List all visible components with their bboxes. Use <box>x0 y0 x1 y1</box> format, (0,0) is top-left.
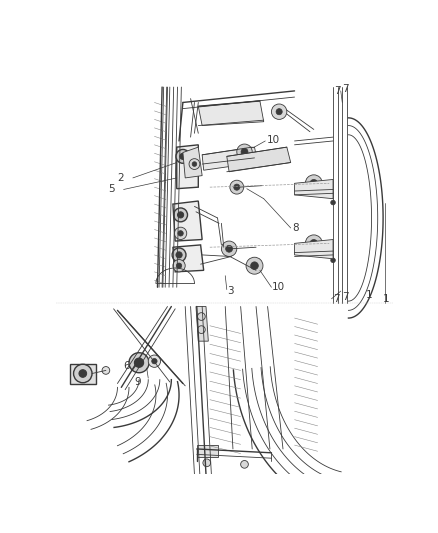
Circle shape <box>180 154 186 159</box>
Circle shape <box>176 149 190 163</box>
Text: 2: 2 <box>117 173 124 183</box>
Circle shape <box>192 161 197 166</box>
Circle shape <box>79 370 87 377</box>
Circle shape <box>241 148 248 155</box>
Text: 10: 10 <box>267 135 280 145</box>
Text: 7: 7 <box>342 84 349 94</box>
Circle shape <box>172 248 186 262</box>
Circle shape <box>152 359 157 364</box>
Polygon shape <box>183 147 202 178</box>
Polygon shape <box>294 180 333 199</box>
Circle shape <box>251 262 258 270</box>
Circle shape <box>174 227 187 239</box>
Circle shape <box>198 313 205 320</box>
Circle shape <box>203 459 211 467</box>
Circle shape <box>177 263 182 269</box>
Polygon shape <box>173 245 204 272</box>
Polygon shape <box>294 239 333 259</box>
Circle shape <box>173 208 187 222</box>
Polygon shape <box>173 201 202 241</box>
Polygon shape <box>177 145 198 189</box>
Polygon shape <box>202 147 258 170</box>
Polygon shape <box>198 101 264 126</box>
Circle shape <box>310 239 318 247</box>
Text: 1: 1 <box>383 294 390 304</box>
Circle shape <box>230 180 244 194</box>
Circle shape <box>310 180 318 187</box>
Circle shape <box>276 109 282 115</box>
Text: 10: 10 <box>272 282 285 292</box>
Polygon shape <box>196 306 208 341</box>
Circle shape <box>74 364 92 383</box>
Circle shape <box>134 358 144 367</box>
Circle shape <box>129 353 149 373</box>
Circle shape <box>226 245 233 252</box>
Circle shape <box>272 104 287 119</box>
Text: 1: 1 <box>365 290 372 300</box>
Text: 8: 8 <box>292 223 299 233</box>
Circle shape <box>305 175 322 192</box>
Text: 5: 5 <box>108 184 114 195</box>
Circle shape <box>237 144 252 159</box>
Circle shape <box>102 367 110 374</box>
Circle shape <box>148 355 161 367</box>
Circle shape <box>240 461 248 468</box>
Circle shape <box>234 184 240 190</box>
Circle shape <box>246 257 263 274</box>
Polygon shape <box>197 445 218 457</box>
Circle shape <box>176 252 182 258</box>
Circle shape <box>331 200 336 205</box>
Text: 7: 7 <box>333 294 340 304</box>
Circle shape <box>305 235 322 252</box>
Circle shape <box>178 231 183 236</box>
Circle shape <box>198 326 205 334</box>
Circle shape <box>221 241 237 256</box>
Polygon shape <box>70 364 96 384</box>
Text: 7: 7 <box>342 292 349 302</box>
Text: 3: 3 <box>227 286 233 296</box>
Text: 7: 7 <box>335 86 341 96</box>
Circle shape <box>331 258 336 263</box>
Polygon shape <box>227 147 291 172</box>
Circle shape <box>177 212 184 218</box>
Circle shape <box>189 159 200 169</box>
Text: 6: 6 <box>123 361 130 371</box>
Text: 9: 9 <box>134 377 141 387</box>
Circle shape <box>173 260 185 272</box>
